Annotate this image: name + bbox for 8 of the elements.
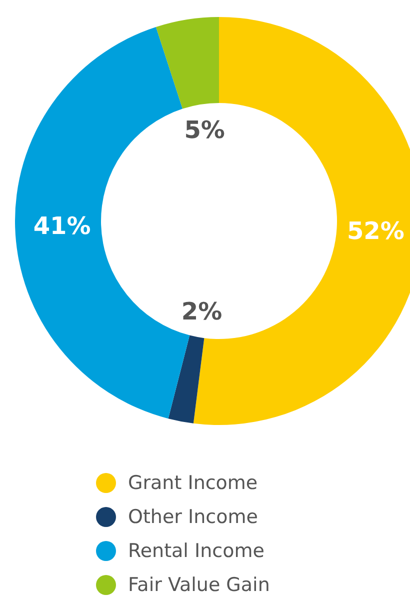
- legend-label: Rental Income: [128, 540, 264, 562]
- data-label: 5%: [184, 116, 225, 144]
- data-label: 52%: [346, 216, 404, 245]
- legend-label: Other Income: [128, 506, 258, 528]
- data-label: 2%: [181, 297, 222, 326]
- legend-label: Grant Income: [128, 472, 258, 494]
- legend-label: Fair Value Gain: [128, 574, 270, 596]
- data-label: 41%: [33, 212, 91, 240]
